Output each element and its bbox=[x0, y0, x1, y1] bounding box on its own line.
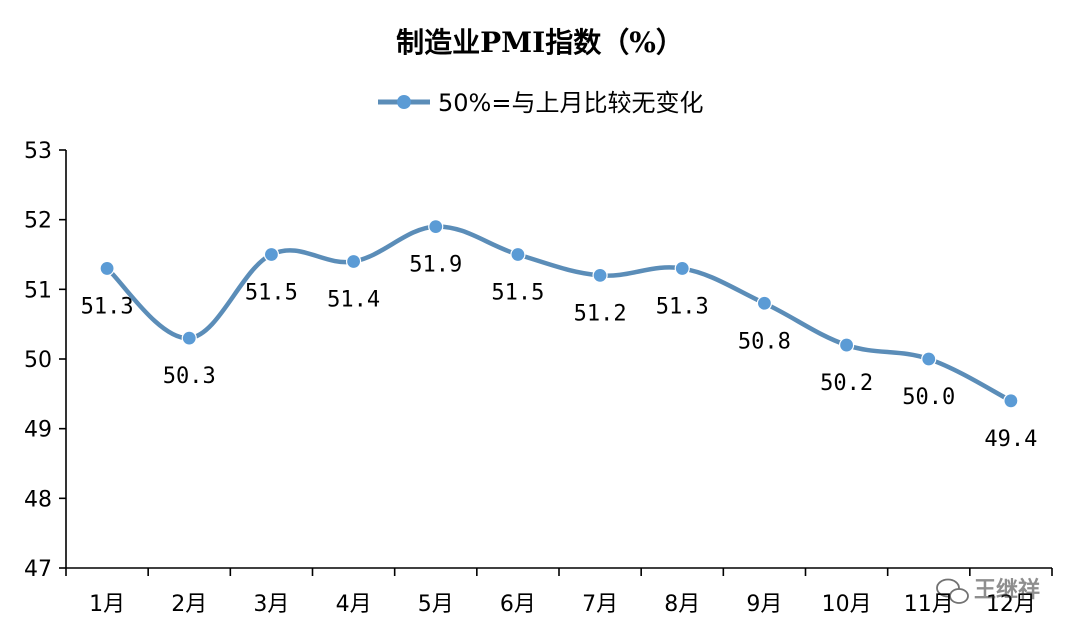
wechat-icon bbox=[936, 578, 969, 604]
y-axis-ticks: 47 48 49 50 51 52 53 bbox=[24, 139, 66, 582]
axes bbox=[65, 150, 1052, 569]
data-label: 51.3 bbox=[656, 294, 709, 319]
data-label: 50.3 bbox=[163, 364, 216, 389]
x-tick-label: 7月 bbox=[582, 592, 618, 617]
legend: 50%=与上月比较无变化 bbox=[378, 89, 703, 117]
data-label: 51.5 bbox=[491, 281, 544, 306]
data-label: 51.9 bbox=[409, 253, 462, 278]
data-point bbox=[263, 246, 280, 263]
data-label: 51.2 bbox=[574, 301, 627, 326]
chart-title: 制造业PMI指数（%） bbox=[396, 26, 684, 59]
x-axis-ticks: 1月 2月 3月 4月 5月 6月 7月 8月 9月 10月 11月 12月 bbox=[65, 568, 1053, 617]
data-point bbox=[428, 219, 444, 235]
x-tick-label: 10月 bbox=[822, 592, 872, 617]
data-point bbox=[99, 260, 115, 277]
data-label: 51.4 bbox=[327, 287, 380, 312]
data-point bbox=[1003, 393, 1019, 409]
data-points bbox=[99, 219, 1019, 409]
y-tick-label: 53 bbox=[24, 139, 52, 164]
x-tick-label: 3月 bbox=[253, 592, 289, 617]
data-label: 50.2 bbox=[820, 371, 873, 396]
data-label: 51.3 bbox=[81, 294, 134, 319]
y-tick-label: 47 bbox=[24, 557, 52, 582]
x-tick-label: 9月 bbox=[746, 592, 782, 617]
data-point bbox=[510, 246, 526, 263]
data-label: 50.0 bbox=[902, 385, 955, 410]
data-label: 51.5 bbox=[245, 281, 298, 306]
data-point bbox=[345, 253, 362, 270]
y-tick-label: 51 bbox=[24, 278, 52, 303]
y-tick-label: 49 bbox=[24, 418, 52, 443]
data-labels: 51.3 50.3 51.5 51.4 51.9 51.5 51.2 51.3 50.8 50.2… bbox=[81, 253, 1038, 452]
data-label: 50.8 bbox=[738, 329, 791, 354]
data-point bbox=[674, 260, 690, 277]
data-point bbox=[921, 351, 937, 367]
y-tick-label: 50 bbox=[24, 348, 52, 373]
y-tick-label: 48 bbox=[24, 487, 52, 512]
x-tick-label: 4月 bbox=[336, 592, 372, 617]
x-tick-label: 1月 bbox=[89, 592, 125, 617]
x-tick-label: 2月 bbox=[171, 592, 207, 617]
x-tick-label: 12月 bbox=[986, 592, 1036, 617]
x-tick-label: 8月 bbox=[664, 592, 700, 617]
data-point bbox=[181, 330, 197, 346]
data-point bbox=[756, 295, 773, 311]
x-tick-label: 6月 bbox=[500, 592, 536, 617]
data-label: 49.4 bbox=[984, 427, 1037, 452]
y-tick-label: 52 bbox=[24, 209, 52, 234]
legend-marker-swatch bbox=[397, 95, 411, 109]
data-point bbox=[592, 267, 608, 283]
legend-entry: 50%=与上月比较无变化 bbox=[438, 89, 703, 117]
series-line bbox=[104, 224, 1014, 404]
watermark: 王继祥 bbox=[936, 577, 1040, 604]
data-point bbox=[838, 337, 855, 353]
watermark-text: 王继祥 bbox=[974, 577, 1040, 603]
x-tick-label: 5月 bbox=[418, 592, 454, 617]
